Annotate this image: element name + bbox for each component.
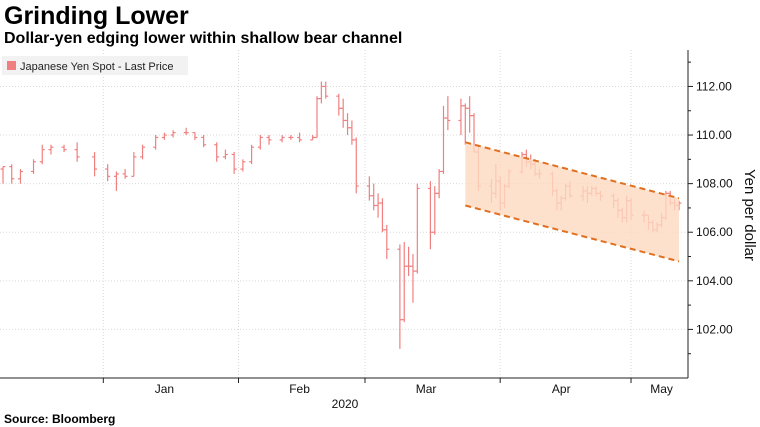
ohlc-bar	[153, 135, 159, 150]
y-tick-label: 112.00	[696, 79, 732, 93]
ohlc-bar	[257, 135, 263, 150]
y-axis-title: Yen per dollar	[741, 169, 758, 261]
x-tick-label: Mar	[416, 382, 437, 396]
ohlc-bar	[318, 81, 324, 104]
ohlc-bar	[410, 254, 416, 303]
ohlc-bar	[340, 98, 346, 128]
legend-box	[2, 56, 188, 75]
chart-title: Grinding Lower	[4, 2, 189, 30]
ohlc-bar	[406, 246, 412, 276]
ohlc-bar	[92, 152, 98, 177]
ohlc-bar	[161, 132, 167, 140]
ohlc-bar	[397, 244, 403, 349]
bear-channel	[465, 141, 680, 263]
ohlc-bar	[105, 164, 111, 182]
ohlc-bar	[379, 198, 385, 233]
ohlc-bar	[266, 135, 272, 145]
ohlc-bar	[366, 176, 372, 201]
ohlc-bar	[375, 193, 381, 218]
x-tick-label: Feb	[289, 382, 310, 396]
ohlc-bar	[9, 164, 15, 184]
ohlc-bar	[131, 152, 137, 177]
ohlc-bar	[39, 144, 45, 165]
y-tick-label: 108.00	[696, 177, 733, 191]
ohlc-bar	[222, 149, 228, 160]
ohlc-bar	[288, 135, 294, 140]
ohlc-bar	[458, 98, 464, 136]
x-year-label: 2020	[332, 397, 359, 411]
ohlc-bar	[427, 181, 433, 250]
ohlc-bar	[17, 169, 23, 184]
legend: Japanese Yen Spot - Last Price	[2, 56, 188, 75]
y-tick-label: 106.00	[696, 225, 733, 239]
channel-lower-line	[465, 204, 680, 263]
ohlc-bar	[440, 105, 446, 174]
ohlc-bar	[345, 113, 351, 136]
ohlc-bar	[371, 183, 377, 211]
ohlc-bar	[61, 144, 67, 153]
ohlc-bar	[240, 159, 246, 172]
ohlc-bar	[414, 183, 420, 274]
ohlc-bar	[310, 135, 316, 141]
ohlc-bar	[170, 130, 176, 138]
ohlc-bar	[140, 144, 146, 160]
legend-swatch	[7, 61, 16, 70]
ohlc-bar	[0, 166, 6, 184]
ohlc-bar	[314, 96, 320, 139]
ohlc-bar	[297, 132, 303, 143]
ohlc-bar	[353, 137, 359, 194]
ohlc-bar	[436, 169, 442, 199]
legend-label: Japanese Yen Spot - Last Price	[20, 61, 174, 73]
source-note: Source: Bloomberg	[4, 412, 116, 426]
y-tick-label: 104.00	[696, 274, 733, 288]
ohlc-bar	[323, 81, 329, 99]
ohlc-bar	[214, 142, 220, 162]
ohlc-bar	[74, 142, 80, 162]
y-tick-label: 102.00	[696, 322, 733, 336]
ohlc-bar	[445, 96, 451, 131]
channel-upper-line	[465, 141, 680, 200]
ohlc-bar	[122, 169, 128, 179]
ohlc-bar	[48, 144, 54, 155]
ohlc-bar	[384, 224, 390, 259]
ohlc-bar	[467, 96, 473, 133]
ohlc-bar	[336, 93, 342, 116]
ohlc-bar	[192, 132, 198, 140]
ohlc-bar	[201, 135, 207, 148]
y-tick-label: 110.00	[696, 128, 732, 142]
ohlc-bar	[31, 159, 37, 174]
ohlc-bar	[249, 144, 255, 165]
ohlc-bar	[279, 135, 285, 143]
x-tick-label: May	[650, 382, 673, 396]
ohlc-bar	[462, 103, 468, 145]
ohlc-bar	[432, 186, 438, 235]
axes: 102.00 104.00 106.00 108.00 110.00 112.00 Jan F…	[0, 50, 733, 396]
x-tick-label: Apr	[552, 382, 571, 396]
x-tick-label: Jan	[155, 382, 174, 396]
ohlc-bar	[349, 120, 355, 145]
ohlc-bar	[183, 127, 189, 136]
ohlc-bar	[401, 241, 407, 323]
channel-fill	[465, 142, 679, 262]
chart-subtitle: Dollar-yen edging lower within shallow b…	[4, 30, 403, 47]
ohlc-bar	[113, 171, 119, 191]
ohlc-bar	[231, 152, 237, 174]
